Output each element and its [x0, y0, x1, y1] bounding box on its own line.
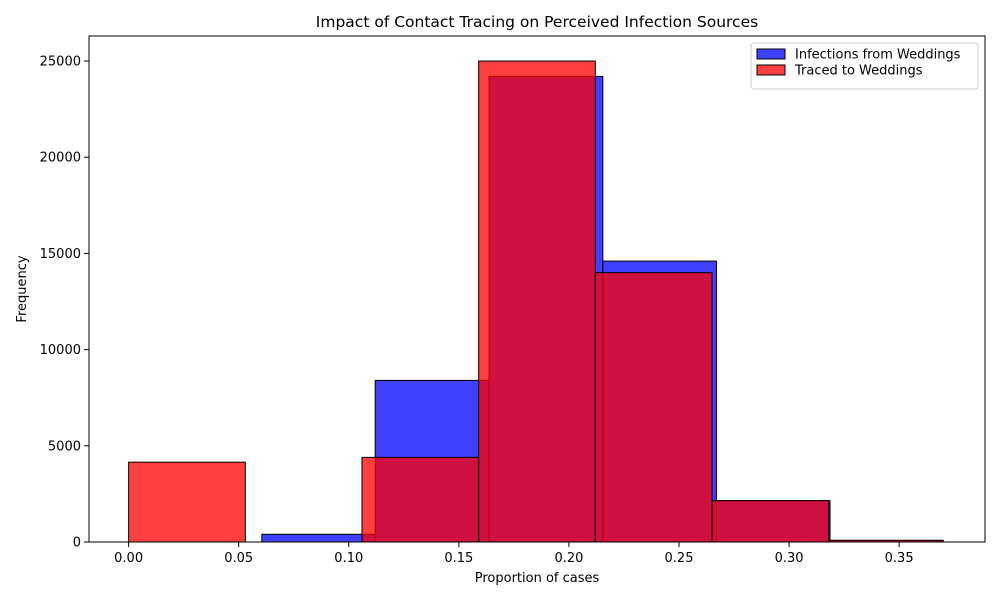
x-tick-label: 0.20 [554, 551, 583, 566]
x-tick-label: 0.25 [665, 551, 694, 566]
x-axis-label: Proportion of cases [475, 571, 600, 586]
y-tick-label: 15000 [40, 247, 81, 262]
legend-box [750, 42, 979, 90]
bar-series-1-bin-3 [478, 60, 596, 543]
chart-title: Impact of Contact Tracing on Perceived I… [316, 13, 758, 31]
y-tick-label: 20000 [40, 151, 81, 166]
x-tick-label: 0.30 [775, 551, 804, 566]
x-axis-ticks: 0.00 0.05 0.10 0.15 0.20 0.25 0.30 0.35 [114, 542, 914, 566]
bar-series-1-bin-4 [594, 272, 713, 543]
x-tick-label: 0.35 [885, 551, 914, 566]
x-tick-label: 0.00 [114, 551, 143, 566]
bar-series-1-bin-5 [711, 500, 830, 543]
y-tick-label: 10000 [40, 343, 81, 358]
x-tick-label: 0.10 [334, 551, 363, 566]
bar-series-1-bin-2 [361, 456, 480, 543]
y-axis-ticks: 0 5000 10000 15000 20000 25000 [40, 55, 89, 551]
bar-series-1-bin-0 [128, 461, 246, 543]
legend-label: Traced to Weddings [794, 64, 923, 79]
y-axis-label: Frequency [15, 255, 30, 322]
legend-swatch [756, 48, 786, 60]
x-tick-label: 0.15 [444, 551, 473, 566]
legend-label: Infections from Weddings [795, 48, 961, 63]
legend-swatch [756, 64, 786, 76]
x-tick-label: 0.05 [224, 551, 253, 566]
y-tick-label: 25000 [40, 55, 81, 70]
plot-frame [88, 35, 986, 543]
y-tick-label: 5000 [48, 439, 81, 454]
plot-bars [128, 60, 944, 543]
y-tick-label: 0 [73, 536, 81, 551]
bar-series-0-bin-0 [261, 533, 376, 543]
